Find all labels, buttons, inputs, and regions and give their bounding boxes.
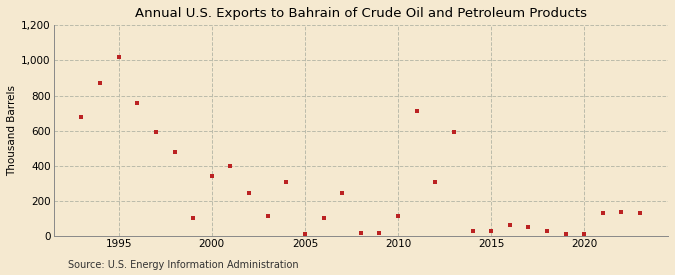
Point [467, 229, 478, 233]
Point [597, 211, 608, 215]
Point [504, 223, 515, 228]
Point [337, 191, 348, 195]
Point [318, 216, 329, 221]
Point [300, 232, 310, 236]
Point [225, 164, 236, 168]
Point [207, 174, 217, 178]
Point [616, 210, 627, 214]
Point [486, 229, 497, 233]
Point [411, 109, 422, 114]
Point [169, 150, 180, 154]
Point [263, 214, 273, 218]
Point [244, 191, 254, 195]
Point [579, 232, 590, 236]
Y-axis label: Thousand Barrels: Thousand Barrels [7, 85, 17, 176]
Point [393, 214, 404, 218]
Point [188, 216, 198, 221]
Point [76, 114, 87, 119]
Point [113, 55, 124, 59]
Point [523, 225, 534, 229]
Point [95, 81, 105, 86]
Point [430, 179, 441, 184]
Point [355, 230, 366, 235]
Point [541, 229, 552, 233]
Point [281, 179, 292, 184]
Point [448, 130, 459, 134]
Point [132, 100, 142, 105]
Point [374, 230, 385, 235]
Text: Source: U.S. Energy Information Administration: Source: U.S. Energy Information Administ… [68, 260, 298, 270]
Point [151, 130, 161, 134]
Point [560, 232, 571, 236]
Point [634, 211, 645, 215]
Title: Annual U.S. Exports to Bahrain of Crude Oil and Petroleum Products: Annual U.S. Exports to Bahrain of Crude … [135, 7, 587, 20]
